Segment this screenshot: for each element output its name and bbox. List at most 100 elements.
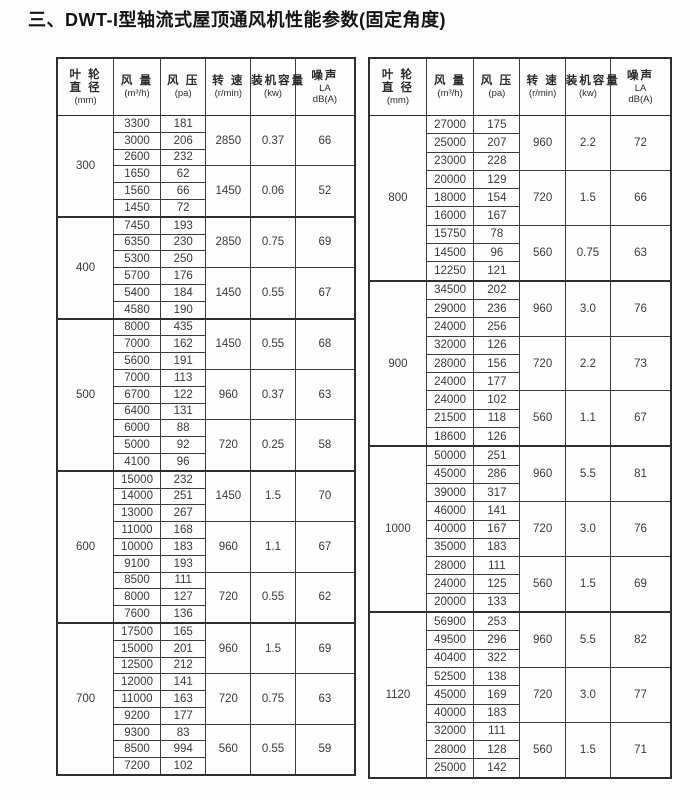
cell-airflow: 12500 (113, 656, 161, 675)
cell-noise: 82 (610, 611, 672, 668)
cell-pressure: 62 (159, 165, 207, 184)
column-header-capacity-line: 装机容量 (565, 75, 620, 87)
cell-speed: 960 (205, 621, 252, 675)
column-header-noise-line: 噪声 (627, 69, 655, 82)
table-row: 600 15000 232 1450 1.5 70 (56, 469, 356, 624)
cell-airflow: 21500 (425, 408, 475, 429)
cell-airflow: 5400 (113, 283, 161, 302)
table-row: 1120 56900 253 960 5.5 82 (368, 611, 672, 779)
cell-airflow: 40400 (425, 648, 475, 668)
table-row: 1450 72 (57, 198, 355, 218)
table-row: 12250 121 (369, 261, 671, 282)
table-row: 28000 111 560 1.5 69 (369, 556, 672, 613)
column-header-noise: 噪声 LA dB(A) (294, 57, 356, 116)
column-header-pressure-line: 风 压 (167, 75, 200, 87)
cell-pressure: 250 (159, 250, 207, 269)
cell-airflow: 28000 (425, 556, 475, 576)
table-row: 8500 994 (57, 740, 355, 759)
cell-speed: 720 (519, 501, 566, 558)
cell-pressure: 122 (159, 385, 207, 404)
cell-speed: 1450 (205, 317, 252, 370)
cell-capacity: 0.37 (250, 368, 296, 421)
cell-pressure: 317 (473, 482, 521, 503)
table-row: 35000 183 (369, 537, 671, 558)
cell-airflow: 13000 (113, 504, 161, 523)
table-row: 12000 141 720 0.75 63 (57, 673, 356, 725)
cell-noise: 69 (294, 621, 356, 675)
cell-airflow: 8000 (113, 317, 161, 337)
cell-airflow: 1650 (113, 165, 161, 184)
column-header-pressure: 风 压 (pa) (473, 57, 521, 116)
column-header-speed: 转 速 (r/min) (205, 57, 252, 116)
cell-pressure: 169 (473, 685, 521, 705)
cell-noise: 63 (610, 224, 672, 282)
tables-container: 叶 轮直 径 (mm) 风 量 (m³/h) 风 压 (pa) 转 速 (r/min) 装机容量… (56, 57, 700, 779)
cell-airflow: 39000 (425, 482, 475, 503)
table-row: 46000 141 720 3.0 76 (369, 501, 672, 558)
column-header-airflow: 风 量 (m³/h) (425, 57, 475, 116)
table-row: 45000 286 (369, 464, 671, 484)
table-row: 700 17500 165 960 1.5 69 (56, 621, 356, 776)
cell-speed: 560 (519, 390, 566, 447)
cell-airflow: 7200 (113, 757, 161, 776)
cell-capacity: 3.0 (564, 279, 612, 337)
cell-pressure: 177 (159, 706, 207, 725)
cell-airflow: 3300 (113, 115, 161, 133)
cell-noise: 81 (610, 445, 672, 503)
cell-pressure: 121 (473, 261, 521, 282)
cell-noise: 69 (294, 215, 356, 269)
cell-pressure: 167 (473, 519, 521, 539)
table-row: 300 3300 181 2850 0.37 66 (56, 114, 356, 218)
cell-airflow: 20000 (425, 169, 475, 190)
column-header-diameter: 叶 轮直 径 (mm) (368, 57, 427, 116)
cell-pressure: 138 (473, 666, 521, 687)
column-header-speed: 转 速 (r/min) (519, 57, 566, 116)
column-header-capacity-line: (kw) (264, 88, 282, 99)
table-row: 40000 183 (369, 703, 671, 723)
cell-noise: 70 (294, 469, 356, 523)
table-row: 28000 156 (369, 353, 671, 374)
cell-noise: 63 (294, 673, 356, 725)
cell-pressure: 202 (473, 279, 521, 300)
cell-airflow: 2600 (113, 148, 161, 167)
table-row: 11000 168 960 1.1 67 (57, 521, 356, 573)
table-row: 1000 50000 251 960 5.5 81 (368, 445, 672, 613)
cell-airflow: 16000 (425, 206, 475, 226)
cell-airflow: 10000 (113, 537, 161, 556)
cell-pressure: 236 (473, 298, 521, 319)
cell-pressure: 232 (159, 469, 207, 489)
cell-pressure: 128 (473, 740, 521, 760)
cell-noise: 68 (294, 317, 356, 370)
cell-airflow: 9300 (113, 723, 161, 742)
cell-capacity: 0.06 (250, 165, 296, 218)
cell-noise: 77 (610, 666, 672, 723)
cell-pressure: 177 (473, 372, 521, 392)
cell-speed: 720 (205, 419, 252, 472)
table-row: 14500 96 (369, 243, 671, 263)
cell-pressure: 131 (159, 402, 207, 421)
table-row: 1560 66 (57, 182, 355, 200)
cell-pressure: 168 (159, 521, 207, 539)
table-row: 15750 78 560 0.75 63 (369, 224, 672, 282)
cell-capacity: 5.5 (564, 611, 612, 668)
cell-airflow: 14500 (425, 243, 475, 263)
cell-airflow: 8000 (113, 588, 161, 607)
cell-capacity: 1.5 (564, 169, 612, 226)
cell-pressure: 141 (473, 501, 521, 521)
cell-pressure: 296 (473, 630, 521, 650)
cell-speed: 1450 (205, 165, 252, 218)
table-row: 7200 102 (57, 757, 355, 776)
cell-airflow: 7600 (113, 605, 161, 624)
table-row: 49500 296 (369, 630, 671, 650)
cell-speed: 960 (205, 521, 252, 573)
table-row: 1650 62 1450 0.06 52 (57, 165, 356, 218)
cell-pressure: 88 (159, 419, 207, 438)
cell-speed: 2850 (205, 114, 252, 167)
cell-airflow: 15000 (113, 469, 161, 489)
cell-pressure: 193 (159, 554, 207, 573)
column-header-speed-line: (r/min) (528, 88, 557, 99)
cell-diameter: 1120 (368, 611, 427, 779)
cell-pressure: 207 (473, 133, 521, 153)
cell-speed: 560 (519, 721, 566, 779)
column-header-noise: 噪声 LA dB(A) (610, 57, 672, 116)
